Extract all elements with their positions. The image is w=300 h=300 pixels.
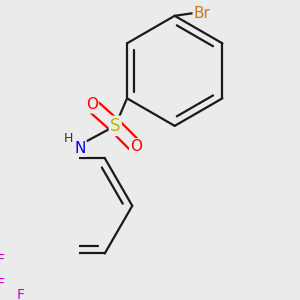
Text: Br: Br xyxy=(194,6,211,21)
Text: S: S xyxy=(110,117,121,135)
Text: F: F xyxy=(0,277,4,291)
Text: F: F xyxy=(0,253,4,267)
Text: H: H xyxy=(63,133,73,146)
Text: O: O xyxy=(130,139,142,154)
Text: N: N xyxy=(74,141,85,156)
Text: O: O xyxy=(85,98,98,112)
Text: F: F xyxy=(17,288,25,300)
